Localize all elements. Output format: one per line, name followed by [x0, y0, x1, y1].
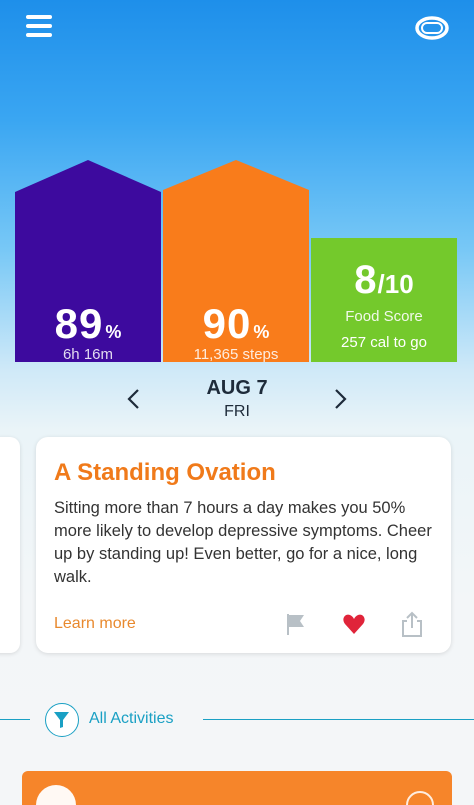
date-weekday: FRI [224, 403, 250, 420]
activities-filter-row: All Activities [0, 700, 474, 740]
date-day: AUG 7 [206, 377, 268, 399]
date-selector: AUG 7 FRI [0, 375, 474, 425]
food-score-label: Food Score [345, 308, 423, 325]
insight-body: Sitting more than 7 hours a day makes yo… [54, 499, 432, 586]
food-score: 8 [354, 258, 378, 302]
sleep-tile-shape [15, 160, 161, 362]
steps-tile-shape [163, 160, 309, 362]
sleep-tile[interactable]: 89% 6h 16m [15, 160, 161, 363]
steps-tile[interactable]: 90% 11,365 steps [163, 160, 309, 363]
food-tile-shape [311, 238, 457, 362]
activity-card[interactable] [22, 771, 452, 805]
food-calories-left: 257 cal to go [341, 334, 427, 351]
previous-card-peek[interactable] [0, 437, 20, 653]
divider-right [203, 719, 474, 720]
all-activities-label[interactable]: All Activities [89, 710, 174, 727]
food-tile[interactable]: 8/10 Food Score 257 cal to go [311, 238, 457, 362]
divider-left [0, 719, 30, 720]
top-bar [0, 0, 474, 60]
filter-funnel-icon[interactable] [45, 703, 79, 737]
heart-icon[interactable] [342, 611, 366, 637]
sleep-score: 89 [54, 300, 104, 347]
steps-count: 11,365 steps [193, 346, 279, 363]
sleep-duration: 6h 16m [62, 346, 114, 363]
hamburger-menu-icon[interactable] [26, 15, 52, 37]
previous-day-chevron-icon[interactable] [124, 387, 144, 411]
learn-more-link[interactable]: Learn more [54, 615, 136, 632]
summary-bars: 89% 6h 16m 90% 11,365 steps 8/10 Food Sc… [0, 150, 474, 365]
fitness-band-icon[interactable] [414, 14, 450, 42]
next-day-chevron-icon[interactable] [330, 387, 350, 411]
share-icon[interactable] [400, 611, 424, 637]
activity-icon [36, 785, 76, 805]
steps-unit: % [253, 322, 270, 342]
food-score-denominator: /10 [377, 269, 414, 299]
insight-card: A Standing Ovation Sitting more than 7 h… [36, 437, 451, 653]
sleep-unit: % [105, 322, 122, 342]
steps-score: 90 [202, 300, 252, 347]
flag-icon[interactable] [284, 611, 308, 637]
activity-card-button-icon[interactable] [406, 791, 434, 805]
insight-title: A Standing Ovation [54, 459, 276, 486]
